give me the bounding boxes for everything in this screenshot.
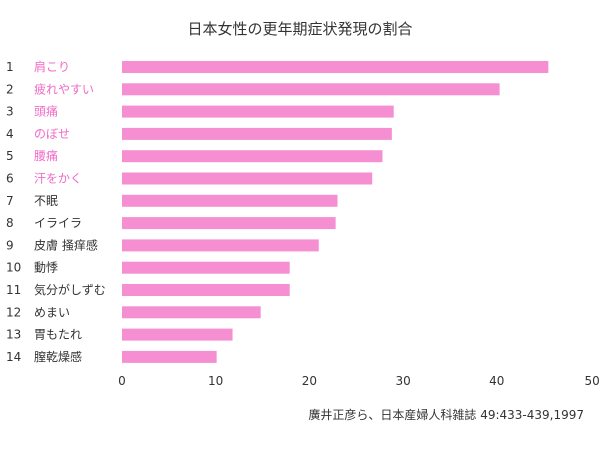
- bar: [122, 83, 500, 96]
- x-tick-label: 10: [208, 374, 223, 388]
- bar: [122, 150, 383, 163]
- bar: [122, 261, 290, 274]
- category-label: 動悸: [34, 261, 58, 275]
- bar: [122, 217, 336, 230]
- x-tick-label: 30: [395, 374, 410, 388]
- bar: [122, 350, 217, 363]
- bar: [122, 306, 261, 319]
- rank-label: 11: [6, 283, 21, 297]
- rank-label: 8: [6, 216, 14, 230]
- category-label: のぼせ: [34, 127, 70, 141]
- bar: [122, 328, 233, 341]
- category-label: 膣乾燥感: [34, 349, 82, 364]
- x-tick-label: 0: [118, 374, 126, 388]
- source-citation: 廣井正彦ら、日本産婦人科雑誌 49:433-439,1997: [308, 408, 584, 422]
- category-label: 皮膚 掻痒感: [34, 237, 98, 252]
- category-label: 頭痛: [34, 104, 58, 119]
- bar: [122, 127, 392, 140]
- category-label: 疲れやすい: [34, 81, 94, 96]
- rank-label: 10: [6, 261, 21, 275]
- x-tick-label: 20: [302, 374, 317, 388]
- rank-label: 9: [6, 238, 14, 252]
- x-tick-label: 40: [489, 374, 504, 388]
- bar: [122, 284, 290, 296]
- rank-label: 5: [6, 149, 14, 163]
- category-label: 胃もたれ: [34, 328, 82, 342]
- chart-title: 日本女性の更年期症状発現の割合: [187, 20, 413, 38]
- bar: [122, 194, 338, 207]
- rank-label: 13: [6, 328, 21, 342]
- rank-label: 6: [6, 172, 14, 186]
- category-label: 不眠: [34, 194, 58, 208]
- category-label: めまい: [34, 305, 70, 319]
- rank-label: 7: [6, 194, 14, 208]
- rank-label: 3: [6, 105, 14, 119]
- rank-label: 12: [6, 305, 21, 319]
- bar: [122, 105, 394, 118]
- category-label: イライラ: [34, 216, 82, 230]
- bar: [122, 61, 549, 73]
- category-label: 汗をかく: [34, 172, 82, 186]
- rank-label: 2: [6, 82, 14, 96]
- x-tick-label: 50(%): [585, 374, 600, 388]
- rank-label: 4: [6, 127, 14, 141]
- rank-label: 14: [6, 350, 21, 364]
- bar: [122, 172, 373, 185]
- category-label: 腰痛: [34, 148, 58, 163]
- bar: [122, 239, 319, 252]
- rank-label: 1: [6, 60, 14, 74]
- category-label: 肩こり: [34, 59, 70, 74]
- category-label: 気分がしずむ: [34, 282, 106, 297]
